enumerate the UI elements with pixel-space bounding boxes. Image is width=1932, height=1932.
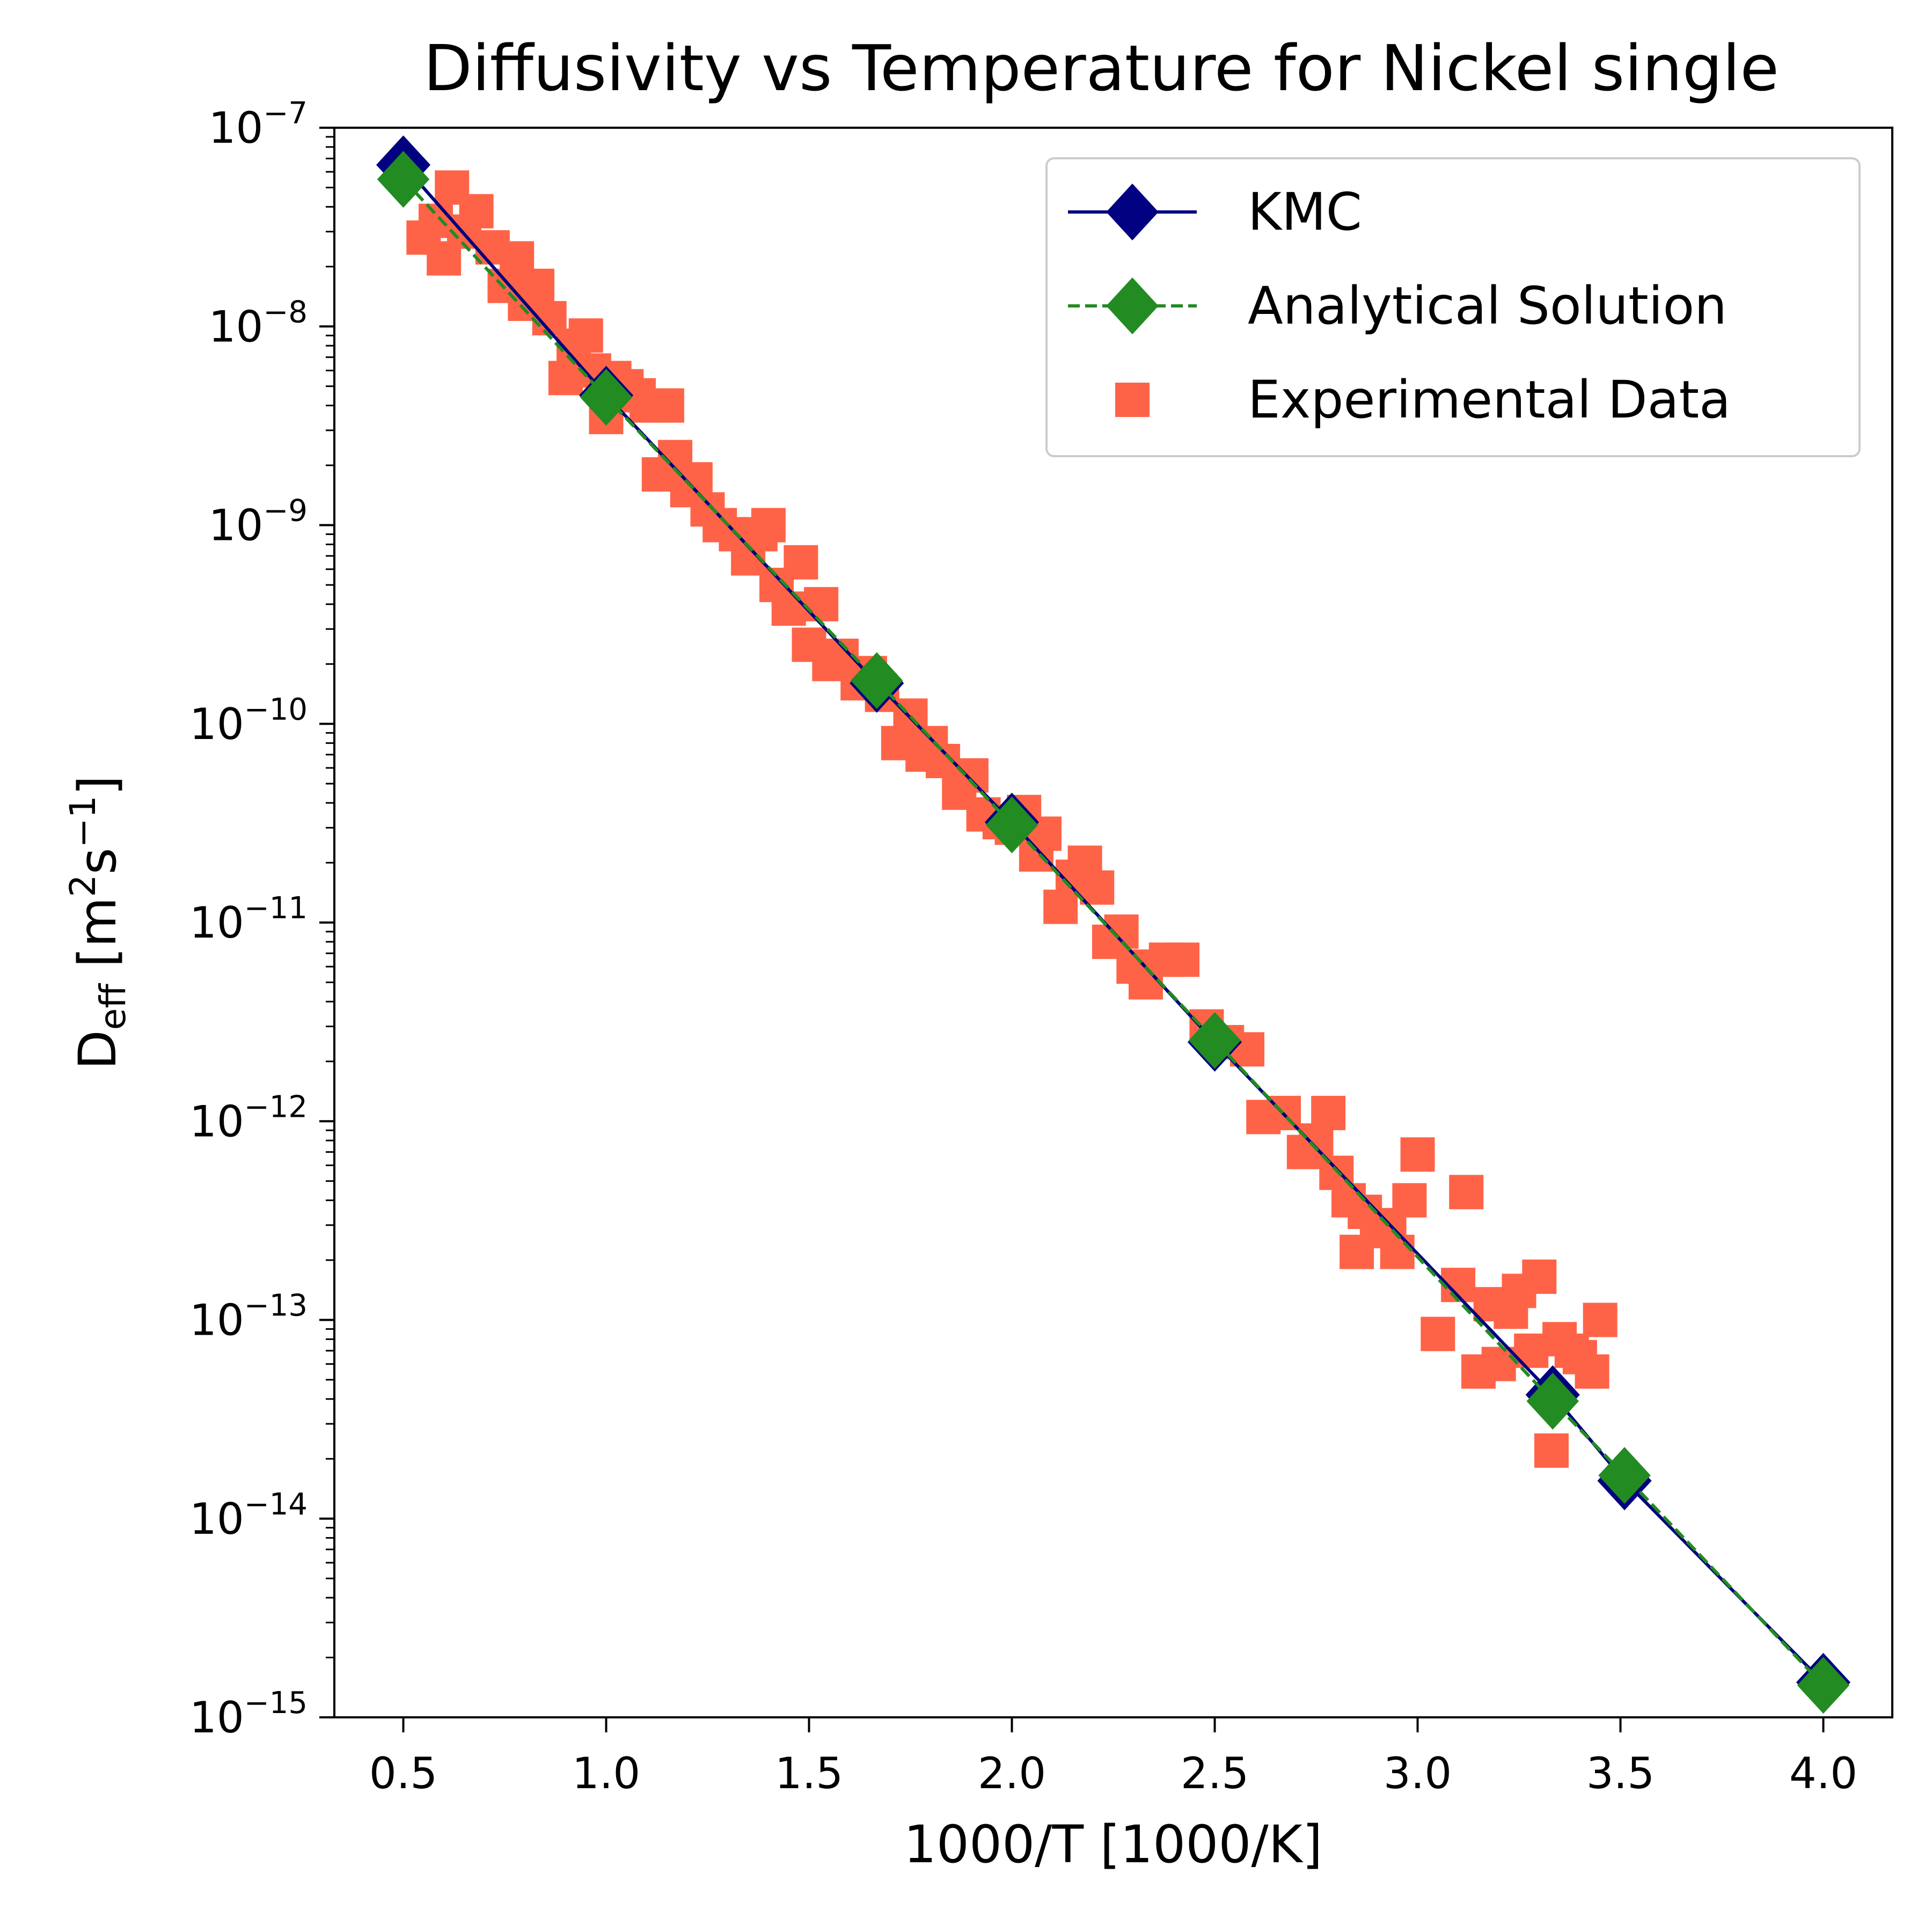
analytical-data-point [580, 369, 633, 426]
analytical-data-point [1526, 1372, 1579, 1430]
y-label-bracket-close: ] [68, 775, 128, 795]
experimental-data-point [519, 268, 554, 303]
x-tick-label: 3.0 [1384, 1748, 1452, 1798]
y-tick-label-exponent: −10 [244, 692, 308, 727]
legend-kmc-label: KMC [1248, 182, 1362, 242]
legend-experimental-label: Experimental Data [1248, 370, 1731, 430]
y-tick-label-exponent: −11 [244, 891, 308, 926]
y-tick-label: 10−13 [189, 1289, 308, 1345]
series-layer [376, 135, 1851, 1714]
analytical-data-point [1598, 1447, 1651, 1504]
analytical-data-point [1188, 1012, 1241, 1069]
y-tick-label-base: 10 [189, 898, 244, 948]
experimental-data-point [954, 758, 989, 793]
experimental-data-point [1392, 1183, 1427, 1218]
y-tick-label-base: 10 [209, 501, 264, 551]
experimental-data-point [1449, 1175, 1484, 1210]
y-tick-label-base: 10 [209, 103, 264, 153]
y-tick-label-exponent: −9 [263, 494, 308, 529]
y-label-sup2: −1 [62, 795, 104, 847]
experimental-data-point [1522, 1259, 1557, 1294]
y-tick-label: 10−9 [209, 494, 308, 551]
analytical-data-point [377, 151, 430, 208]
legend-experimental-square [1115, 383, 1150, 417]
legend-frame [1045, 157, 1861, 457]
experimental-data-point [1583, 1302, 1618, 1337]
experimental-data-point [1380, 1234, 1415, 1269]
y-tick-label: 10−7 [209, 96, 308, 153]
x-tick-label: 2.0 [978, 1748, 1046, 1798]
experimental-data-point [804, 587, 839, 621]
y-tick-label-exponent: −13 [244, 1289, 308, 1323]
y-label-bracket-open: [m [68, 897, 128, 984]
y-tick-label-base: 10 [189, 1096, 244, 1146]
analytical-data-point [851, 652, 903, 709]
plot-group [376, 135, 1851, 1714]
x-axis-label: 1000/T [1000/K] [904, 1814, 1322, 1875]
experimental-data-point [784, 545, 818, 580]
experimental-data-point [649, 388, 684, 423]
legend-kmc-diamond [1106, 184, 1159, 240]
x-tick-label: 1.0 [572, 1748, 640, 1798]
experimental-data-point [751, 508, 786, 543]
y-tick-label: 10−15 [189, 1686, 308, 1743]
y-tick-label: 10−12 [189, 1089, 308, 1146]
x-tick-label: 4.0 [1789, 1748, 1857, 1798]
experimental-data-point [1165, 942, 1200, 977]
y-tick-label-base: 10 [189, 699, 244, 749]
y-tick-label-exponent: −14 [244, 1487, 308, 1522]
experimental-data-point [1421, 1316, 1455, 1351]
experimental-data-point [459, 194, 494, 229]
y-tick-label-exponent: −12 [244, 1089, 308, 1124]
y-tick-label-exponent: −7 [263, 96, 308, 131]
experimental-data-point [1400, 1137, 1435, 1172]
y-axis-label: Deff [m2s−1] [62, 775, 134, 1070]
experimental-data-point [1080, 870, 1115, 905]
y-label-base: D [68, 1030, 128, 1070]
analytical-series-line [402, 178, 1825, 1687]
experimental-data-point [1311, 1095, 1346, 1130]
y-tick-label: 10−8 [209, 295, 308, 352]
x-tick-label: 1.5 [775, 1748, 843, 1798]
y-tick-label: 10−11 [189, 891, 308, 948]
analytical-data-point [1797, 1657, 1850, 1714]
experimental-data-point [1534, 1433, 1569, 1468]
plot-area-frame [333, 127, 1893, 1718]
x-tick-label: 2.5 [1181, 1748, 1249, 1798]
experimental-data-point [771, 591, 806, 626]
y-tick-label-exponent: −8 [263, 295, 308, 330]
experimental-data-point [1043, 889, 1078, 924]
y-tick-label: 10−10 [189, 692, 308, 749]
legend-analytical-diamond [1106, 277, 1159, 334]
tick-layer: 0.5 1.0 1.5 2.0 2.5 3.0 3.5 4.010−710−810−910−1… [189, 96, 1857, 1798]
y-tick-label-exponent: −15 [244, 1686, 308, 1721]
analytical-data-point [985, 796, 1038, 854]
y-label-mid: s [68, 848, 128, 875]
experimental-data-point [568, 318, 603, 353]
legend: KMC Analytical Solution Experimental Dat… [1045, 157, 1861, 457]
legend-analytical-label: Analytical Solution [1248, 276, 1727, 336]
y-tick-label-base: 10 [209, 302, 264, 352]
experimental-data-point [1575, 1354, 1609, 1389]
y-tick-label-base: 10 [189, 1494, 244, 1544]
x-tick-label: 3.5 [1586, 1748, 1655, 1798]
y-tick-label: 10−14 [189, 1487, 308, 1544]
y-label-sub: eff [92, 983, 134, 1030]
y-tick-label-base: 10 [189, 1693, 244, 1743]
y-label-sup1: 2 [62, 875, 104, 897]
x-tick-label: 0.5 [369, 1748, 437, 1798]
chart-title: Diffusivity vs Temperature for Nickel si… [423, 31, 1779, 105]
y-tick-label-base: 10 [189, 1296, 244, 1345]
